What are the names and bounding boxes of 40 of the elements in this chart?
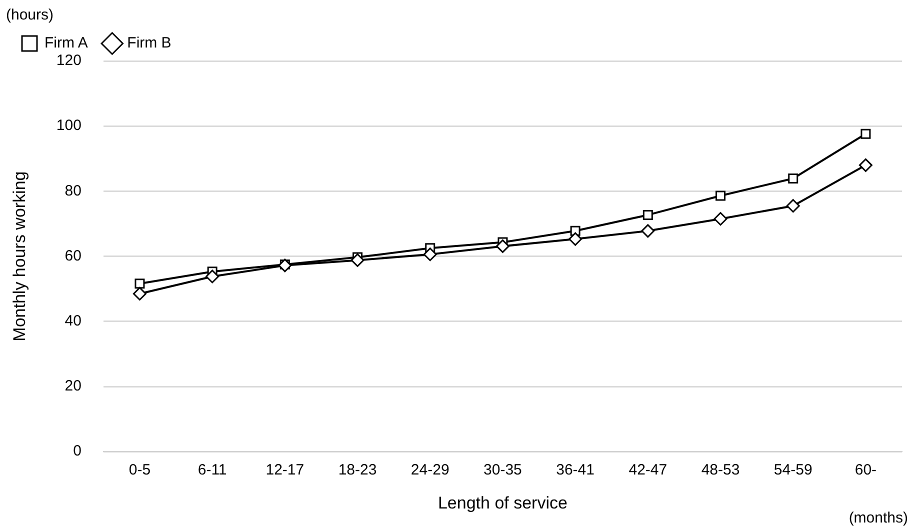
point (423, 248, 437, 262)
point (716, 190, 726, 201)
text: (months) (848, 510, 908, 527)
point (568, 232, 582, 246)
y-tick-label: 20 (64, 378, 82, 395)
x-tick-label: 36-41 (556, 462, 594, 479)
point (642, 210, 653, 220)
y-tick-label: 100 (56, 117, 82, 134)
x-tick-label: 12-17 (266, 462, 304, 479)
x-tick-label: 60- (854, 462, 877, 479)
point (206, 270, 220, 284)
point (350, 253, 364, 267)
y-tick-label: 0 (73, 442, 82, 460)
x-tick-label: 0-5 (128, 462, 151, 479)
point (641, 224, 655, 238)
point (132, 286, 146, 300)
x-tick-label: 54-59 (774, 462, 812, 479)
point (860, 128, 871, 139)
x-tick-label: 18-23 (338, 462, 377, 479)
y-tick-label: 60 (64, 247, 82, 264)
x-tick-label: 42-47 (628, 462, 668, 479)
point (134, 278, 145, 289)
y-tick-label: 40 (64, 312, 82, 330)
point (858, 158, 872, 172)
y-tick-label: 80 (64, 182, 82, 200)
point (496, 239, 510, 253)
legend-label: Firm A (44, 34, 88, 52)
point (786, 199, 800, 213)
point (714, 212, 728, 226)
y-axis-title: Monthly hours working (10, 171, 29, 342)
point (788, 174, 798, 184)
x-tick-label: 48-53 (701, 462, 740, 479)
y-tick-label: 120 (56, 52, 82, 70)
x-tick-label: 30-35 (484, 462, 522, 479)
legend-label: Firm B (127, 34, 172, 52)
x-tick-label: 24-29 (410, 462, 450, 479)
x-tick-label: 6-11 (198, 462, 227, 479)
x-axis-title: Length of service (438, 493, 568, 512)
text: (hours) (6, 6, 54, 24)
point (278, 258, 292, 272)
